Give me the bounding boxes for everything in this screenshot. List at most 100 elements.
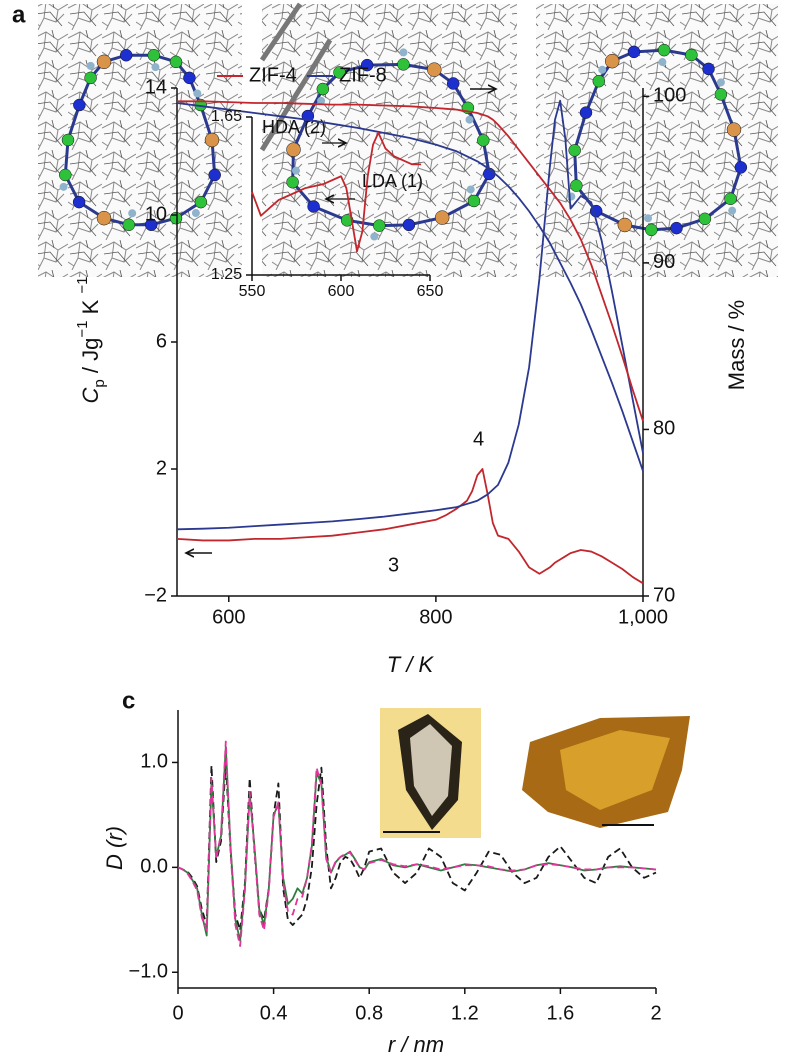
atom (685, 48, 698, 62)
y-tick-label: −1.0 (129, 961, 168, 983)
atom (316, 82, 330, 96)
atom (122, 218, 136, 232)
structure-image (262, 4, 517, 277)
atom (434, 210, 450, 225)
data-line (176, 99, 644, 531)
atom (734, 161, 748, 174)
crystal-face (410, 724, 452, 816)
atom (467, 194, 481, 208)
arrows (186, 89, 496, 553)
x-tick-label: 1.2 (451, 1002, 479, 1024)
y-tick-label: 1.65 (211, 108, 242, 125)
atom (340, 214, 354, 227)
x-tick-label: 600 (212, 606, 245, 628)
annotation: LDA (1) (362, 171, 423, 191)
atom (716, 78, 725, 87)
y-tick-label: 0.0 (140, 856, 168, 878)
atom (59, 182, 68, 191)
atom (292, 166, 301, 175)
legend-label: ZIF-8 (339, 64, 387, 86)
atom (466, 185, 475, 194)
atom (657, 43, 671, 57)
x-tick-label: 800 (419, 606, 452, 628)
y-axis-title-part: C (78, 387, 103, 403)
data-line (251, 131, 422, 253)
y-tick-label: 1.25 (211, 266, 242, 283)
atom (151, 63, 160, 72)
atom (59, 168, 72, 182)
atom (617, 217, 633, 233)
x-tick-label: 550 (239, 283, 266, 300)
atom (714, 88, 728, 101)
atom (446, 77, 460, 90)
atom (147, 48, 161, 62)
x-tick-label: 0 (172, 1002, 183, 1024)
x-tick-label: 600 (328, 283, 355, 300)
atom (698, 212, 712, 226)
photos (380, 708, 690, 838)
y-axis-title-part: p (91, 379, 108, 387)
x-tick-label: 2 (650, 1002, 661, 1024)
y-axis-title-part: K (78, 294, 103, 321)
y2-axis-title: Mass / % (724, 300, 749, 390)
atom (193, 89, 202, 98)
atom (286, 175, 299, 189)
atom (399, 48, 408, 57)
y-tick-label: 10 (145, 203, 167, 225)
atom (627, 45, 641, 59)
legend-label: ZIF-4 (249, 64, 297, 86)
atom (658, 58, 667, 67)
atom (477, 134, 490, 147)
y-tick-label: 14 (145, 76, 167, 98)
atom (402, 218, 416, 232)
atom (670, 221, 683, 235)
glass-highlight (560, 730, 670, 810)
atom (307, 200, 320, 213)
atom (191, 209, 200, 218)
atom (724, 192, 737, 206)
atom (96, 54, 112, 70)
structure-image (536, 4, 778, 277)
atom (169, 211, 183, 225)
x-tick-label: 0.8 (355, 1002, 383, 1024)
y2-tick-label: 70 (653, 584, 675, 606)
atom (465, 115, 474, 124)
atom (96, 210, 112, 226)
atom (604, 53, 620, 69)
atom (360, 58, 374, 72)
strut (259, 2, 333, 152)
annotation: 4 (473, 428, 484, 450)
y-axis-title: D (r) (102, 826, 127, 870)
atom (286, 142, 301, 157)
x-tick-label: 650 (417, 283, 444, 300)
x-axis-title: T / K (387, 652, 435, 677)
data-line (176, 102, 644, 472)
atom (119, 48, 133, 62)
atom (204, 132, 220, 148)
atom (73, 98, 86, 112)
atom (128, 209, 137, 218)
panel-label: a (12, 1, 26, 28)
x-tick-label: 0.4 (260, 1002, 288, 1024)
atom (84, 71, 97, 85)
annotation: HDA (2) (262, 117, 326, 137)
data-line (176, 468, 644, 585)
atom (645, 223, 658, 237)
y2-tick-label: 80 (653, 418, 675, 440)
atom (183, 71, 196, 85)
atom (72, 195, 86, 209)
annotation: 3 (388, 554, 399, 576)
y2-tick-label: 90 (653, 251, 675, 273)
y-tick-label: −2 (144, 584, 167, 606)
y-tick-label: 6 (156, 330, 167, 352)
atom (370, 232, 379, 241)
atom (208, 168, 221, 182)
atom (592, 74, 606, 88)
atom (333, 66, 346, 79)
atom (598, 65, 607, 74)
panel-label: c (122, 687, 135, 714)
atom (373, 219, 386, 232)
atom (579, 106, 593, 119)
